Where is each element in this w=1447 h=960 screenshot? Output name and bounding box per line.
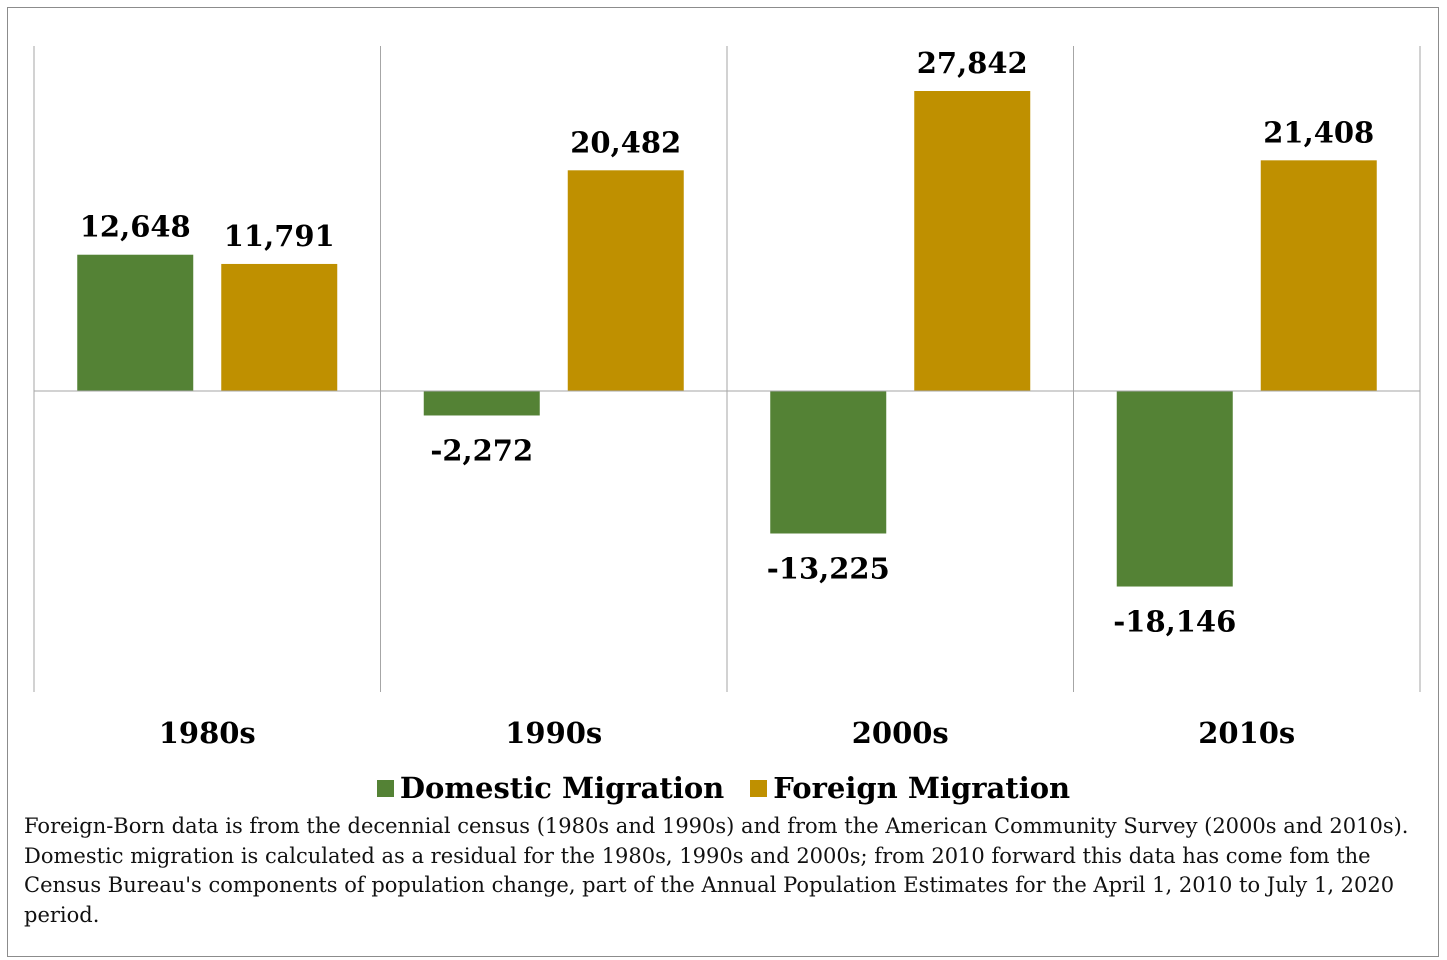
foreign-bar-1990s [567,170,684,391]
data-label: 21,408 [1263,115,1374,149]
foreign-bar-1980s [221,263,338,391]
data-label: 11,791 [224,219,335,253]
foreign-bar-2000s [914,91,1031,391]
category-label-2010s: 2010s [1198,716,1295,750]
category-label-2000s: 2000s [852,716,949,750]
domestic-bar-2000s [770,391,887,534]
legend: Domestic Migration Foreign Migration [0,768,1447,808]
legend-label-domestic: Domestic Migration [399,771,725,805]
domestic-bar-2010s [1116,391,1233,587]
legend-item-domestic: Domestic Migration [376,771,725,805]
migration-bar-chart: 12,648 -2,272 -13,225 -18,146 11,791 20,482 27… [33,46,1421,750]
data-label: -18,146 [1113,605,1236,639]
legend-swatch-domestic [376,779,394,797]
data-label: 20,482 [570,125,681,159]
data-label: -2,272 [430,433,533,467]
foreign-bar-2010s [1260,160,1377,391]
legend-item-foreign: Foreign Migration [750,771,1070,805]
domestic-bar-1990s [423,391,540,416]
legend-swatch-foreign [750,779,768,797]
chart-frame [7,7,1439,957]
data-label: 12,648 [80,210,191,244]
legend-label-foreign: Foreign Migration [773,771,1071,805]
data-label: -13,225 [767,552,890,586]
category-label-1980s: 1980s [159,716,256,750]
data-label: 27,842 [917,46,1028,80]
domestic-bar-1980s [77,254,194,391]
source-note: Foreign-Born data is from the decennial … [24,814,1409,927]
category-label-1990s: 1990s [505,716,602,750]
